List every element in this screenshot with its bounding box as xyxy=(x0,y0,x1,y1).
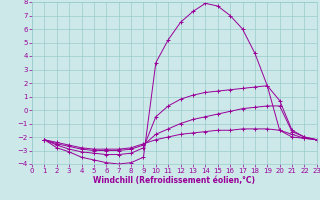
X-axis label: Windchill (Refroidissement éolien,°C): Windchill (Refroidissement éolien,°C) xyxy=(93,176,255,185)
